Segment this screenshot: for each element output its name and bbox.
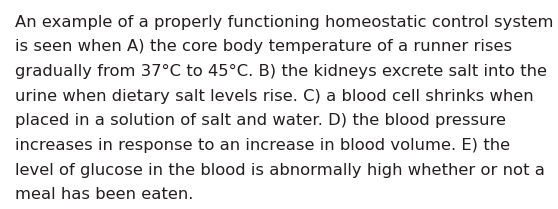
Text: increases in response to an increase in blood volume. E) the: increases in response to an increase in … [15,138,510,153]
Text: placed in a solution of salt and water. D) the blood pressure: placed in a solution of salt and water. … [15,113,506,128]
Text: meal has been eaten.: meal has been eaten. [15,187,194,202]
Text: gradually from 37°C to 45°C. B) the kidneys excrete salt into the: gradually from 37°C to 45°C. B) the kidn… [15,64,547,79]
Text: An example of a properly functioning homeostatic control system: An example of a properly functioning hom… [15,15,554,30]
Text: is seen when A) the core body temperature of a runner rises: is seen when A) the core body temperatur… [15,39,512,54]
Text: level of glucose in the blood is abnormally high whether or not a: level of glucose in the blood is abnorma… [15,163,545,178]
Text: urine when dietary salt levels rise. C) a blood cell shrinks when: urine when dietary salt levels rise. C) … [15,89,533,104]
